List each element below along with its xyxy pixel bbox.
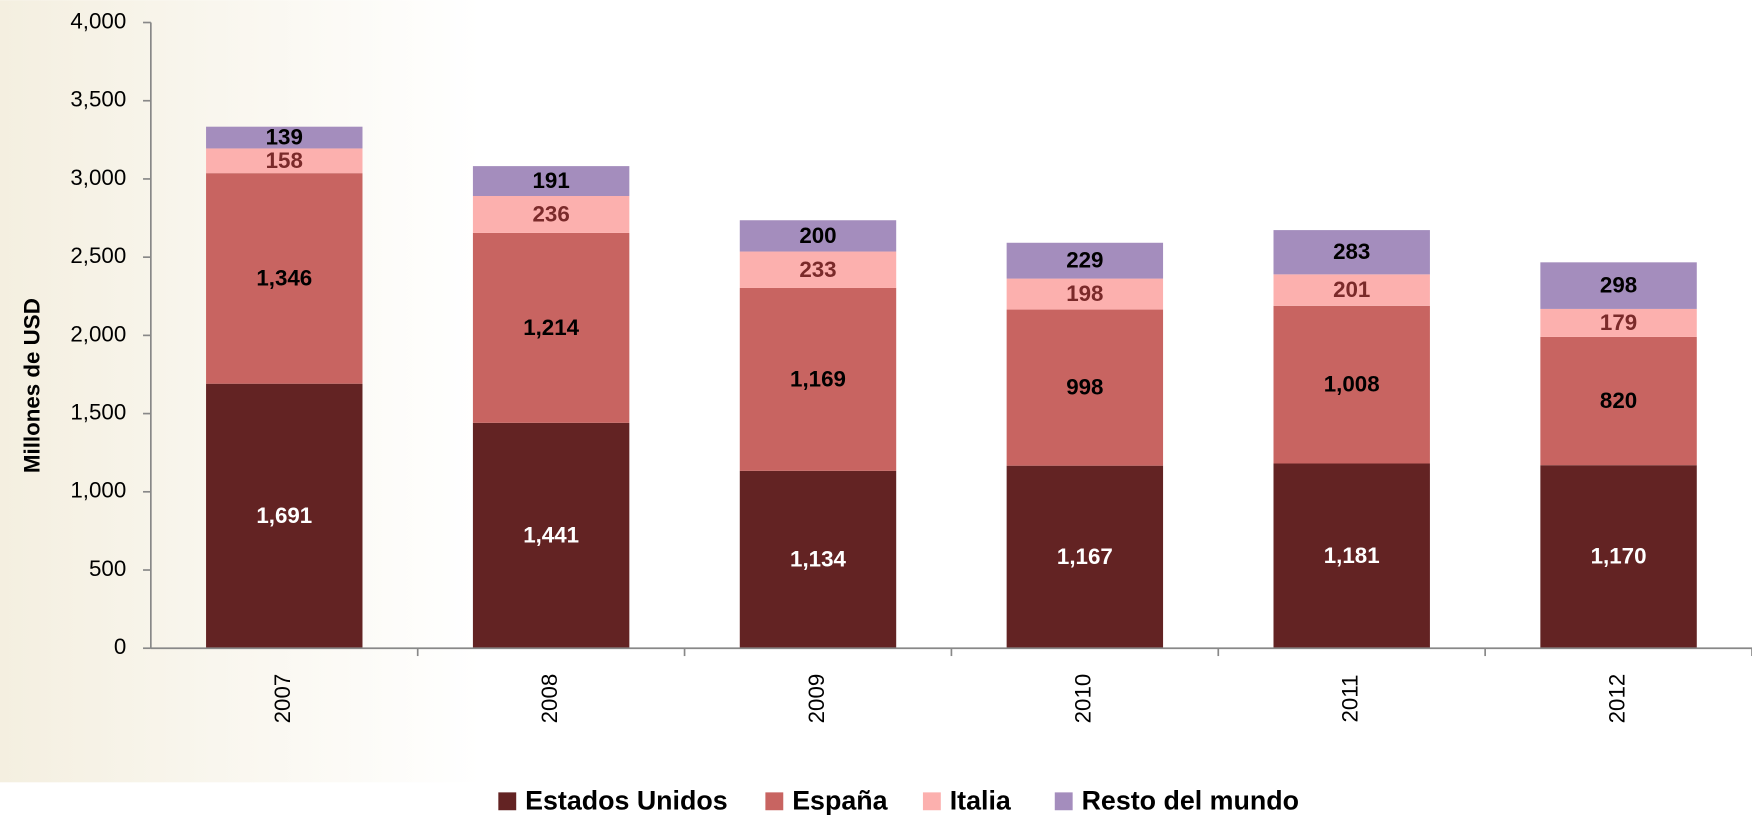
x-tick-label: 2010 bbox=[1071, 674, 1096, 724]
data-label: 198 bbox=[1066, 281, 1103, 306]
y-tick-label: 1,000 bbox=[70, 478, 126, 503]
data-label: 233 bbox=[799, 257, 836, 282]
y-tick-label: 0 bbox=[114, 634, 126, 659]
bar-segment bbox=[472, 232, 630, 423]
data-label: 229 bbox=[1066, 248, 1103, 273]
bar-segment bbox=[739, 220, 897, 252]
data-label: 236 bbox=[532, 201, 569, 226]
legend-swatch bbox=[765, 792, 784, 811]
x-tick-label: 2011 bbox=[1338, 675, 1363, 723]
x-tick-label: 2012 bbox=[1604, 674, 1629, 724]
legend-swatch bbox=[498, 792, 517, 811]
legend-swatch bbox=[1054, 792, 1073, 811]
data-label: 1,134 bbox=[790, 547, 846, 572]
bar-segment bbox=[1540, 262, 1697, 309]
data-label: 200 bbox=[799, 223, 836, 248]
legend-label: Resto del mundo bbox=[1082, 786, 1299, 816]
bar-segment bbox=[206, 383, 363, 649]
bar-segment bbox=[1540, 308, 1697, 337]
data-label: 1,181 bbox=[1324, 543, 1380, 568]
plot: 0 500 1,000 1,500 2,000 2,500 3,000 3,500 4,000 1… bbox=[70, 8, 1752, 723]
bar-segment bbox=[1273, 274, 1430, 306]
data-label: 191 bbox=[532, 168, 569, 193]
bar-segment bbox=[1006, 242, 1164, 279]
y-tick-label: 1,500 bbox=[70, 399, 126, 424]
y-tick-label: 3,000 bbox=[70, 165, 126, 190]
data-label: 158 bbox=[266, 148, 303, 173]
bar-segment bbox=[472, 195, 630, 233]
data-label: 1,214 bbox=[523, 315, 579, 340]
bar-segment bbox=[1006, 278, 1164, 310]
bar-segment bbox=[739, 470, 897, 649]
legend-label: Italia bbox=[950, 786, 1012, 816]
bar-segment bbox=[1006, 309, 1164, 466]
data-label: 179 bbox=[1600, 310, 1637, 335]
bar-segment bbox=[472, 422, 630, 649]
bar-segment bbox=[739, 251, 897, 288]
legend: Estados Unidos España Italia Resto del mund… bbox=[498, 786, 1299, 816]
y-tick-label: 4,000 bbox=[70, 8, 126, 33]
y-tick-label: 3,500 bbox=[70, 87, 126, 112]
bar-segment bbox=[206, 148, 363, 174]
y-axis-title: Millones de USD bbox=[19, 298, 44, 473]
data-label: 820 bbox=[1600, 388, 1637, 413]
legend-label: España bbox=[792, 786, 888, 816]
data-label: 1,008 bbox=[1324, 372, 1380, 397]
data-label: 1,170 bbox=[1591, 544, 1647, 569]
bar-segment bbox=[1540, 336, 1697, 466]
data-label: 201 bbox=[1333, 277, 1370, 302]
y-tick-label: 500 bbox=[89, 556, 126, 581]
data-label: 998 bbox=[1066, 375, 1103, 400]
data-label: 139 bbox=[266, 125, 303, 150]
bar-segment bbox=[739, 287, 897, 471]
bar-segment bbox=[1273, 463, 1430, 649]
bar-segment bbox=[1273, 230, 1430, 275]
data-label: 1,691 bbox=[256, 503, 312, 528]
bar-segment bbox=[1540, 465, 1697, 649]
bar-segment bbox=[472, 166, 630, 196]
data-label: 283 bbox=[1333, 239, 1370, 264]
bar-segment bbox=[1273, 305, 1430, 464]
x-tick-label: 2009 bbox=[804, 674, 829, 724]
bar-segment bbox=[1006, 465, 1164, 649]
y-tick-label: 2,500 bbox=[70, 243, 126, 268]
data-label: 1,441 bbox=[523, 523, 579, 548]
data-label: 298 bbox=[1600, 273, 1637, 298]
legend-label: Estados Unidos bbox=[525, 786, 728, 816]
data-label: 1,169 bbox=[790, 366, 846, 391]
x-tick-label: 2007 bbox=[270, 674, 295, 724]
y-tick-label: 2,000 bbox=[70, 321, 126, 346]
bar-segment bbox=[206, 126, 363, 149]
bar-segment bbox=[206, 173, 363, 384]
legend-swatch bbox=[922, 792, 941, 811]
data-label: 1,167 bbox=[1057, 544, 1113, 569]
data-label: 1,346 bbox=[256, 265, 312, 290]
x-tick-label: 2008 bbox=[537, 674, 562, 724]
